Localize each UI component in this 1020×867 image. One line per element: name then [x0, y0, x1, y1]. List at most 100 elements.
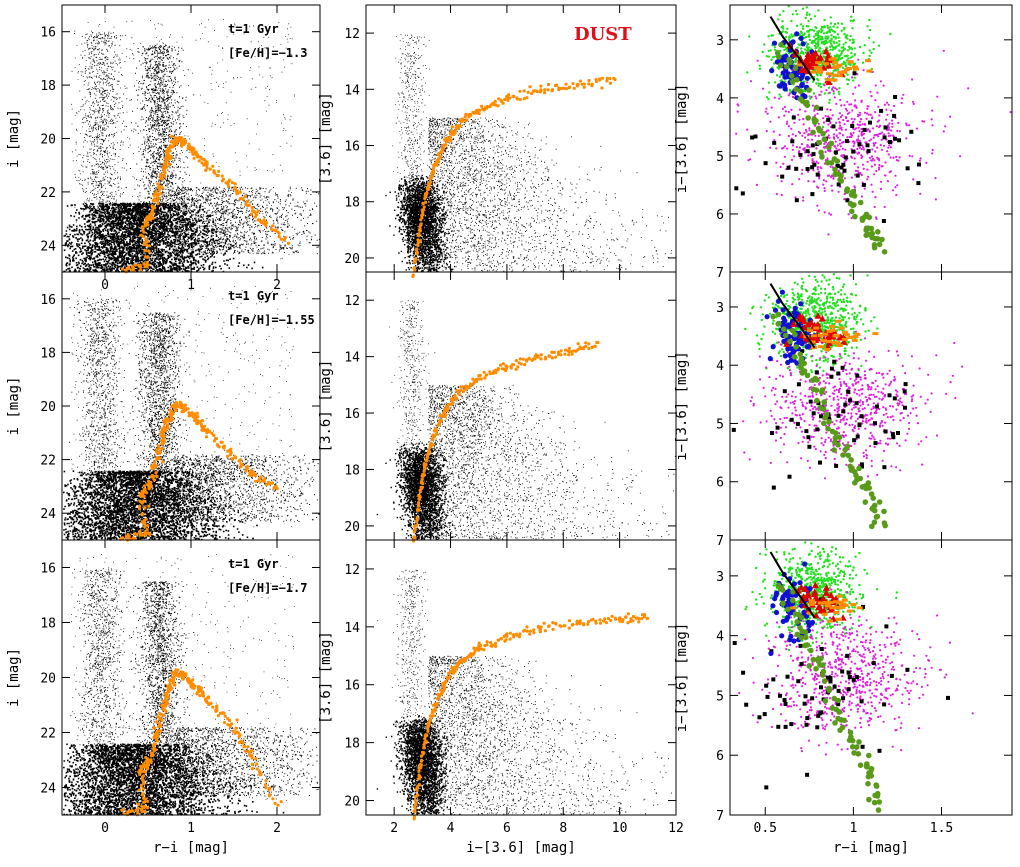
isochrone-point: [553, 83, 558, 88]
isochrone-point: [621, 619, 625, 624]
green-point: [794, 9, 798, 13]
magenta-point: [875, 125, 878, 128]
magenta-point: [814, 447, 817, 451]
magenta-point: [836, 427, 839, 430]
magenta-point: [915, 414, 918, 417]
green-point: [811, 359, 814, 363]
green-point: [825, 279, 828, 282]
green-point: [758, 64, 761, 67]
isochrone-point: [198, 420, 202, 424]
green-point: [807, 35, 810, 38]
green-point: [826, 319, 830, 322]
magenta-point: [847, 412, 850, 415]
black-square: [890, 432, 895, 437]
green-point: [820, 30, 823, 34]
magenta-point: [876, 402, 880, 405]
magenta-point: [765, 420, 768, 423]
green-point: [831, 296, 834, 299]
magenta-point: [779, 426, 783, 429]
magenta-point: [887, 153, 890, 156]
isochrone-point: [275, 487, 279, 491]
magenta-point: [912, 407, 915, 410]
magenta-point: [769, 146, 772, 149]
green-point: [771, 322, 775, 325]
y-tick-label: 18: [40, 617, 56, 632]
isochrone-point: [645, 616, 650, 620]
magenta-point: [931, 109, 934, 112]
magenta-point: [811, 418, 815, 421]
isochrone-point: [614, 617, 618, 621]
isochrone-point: [238, 190, 242, 194]
orange-mark: [825, 340, 832, 344]
magenta-point: [798, 108, 802, 111]
isochrone-point: [176, 672, 180, 676]
green-point: [829, 26, 832, 29]
magenta-point: [816, 168, 819, 171]
magenta-point: [873, 173, 876, 176]
isochrone-point: [411, 274, 415, 278]
olive-point: [871, 244, 878, 251]
magenta-point: [857, 368, 860, 371]
magenta-point: [866, 475, 870, 478]
magenta-point: [807, 395, 810, 398]
green-point: [853, 315, 856, 319]
isochrone-point: [160, 718, 164, 722]
magenta-point: [869, 388, 873, 391]
green-point: [829, 48, 832, 51]
orange-mark: [847, 335, 854, 339]
y-tick-label: 14: [344, 83, 360, 98]
isochrone-point: [215, 709, 219, 713]
black-square: [909, 129, 914, 134]
green-point: [822, 369, 825, 373]
isochrone-point: [522, 89, 526, 93]
green-point: [861, 61, 865, 64]
green-point: [824, 312, 827, 316]
isochrone-point: [146, 255, 150, 259]
isochrone-point: [576, 348, 580, 352]
y-tick-label: 16: [344, 407, 360, 422]
magenta-point: [871, 127, 875, 130]
green-point: [768, 91, 771, 94]
isochrone-point: [525, 625, 529, 629]
magenta-point: [825, 431, 828, 434]
magenta-point: [883, 103, 887, 106]
isochrone-point: [149, 480, 153, 484]
isochrone-point: [141, 228, 145, 232]
isochrone-point: [150, 752, 155, 756]
magenta-point: [848, 111, 851, 114]
magenta-point: [835, 129, 838, 132]
magenta-point: [855, 412, 858, 415]
isochrone-point: [264, 224, 268, 228]
black-square: [740, 191, 745, 196]
green-point: [815, 311, 818, 314]
green-point: [820, 350, 823, 353]
magenta-point: [822, 183, 825, 186]
magenta-point: [850, 367, 854, 370]
magenta-point: [783, 416, 786, 420]
magenta-point: [813, 429, 816, 432]
isochrone-point: [543, 629, 548, 633]
green-point: [823, 18, 826, 22]
isochrone-point: [204, 699, 209, 703]
magenta-point: [905, 124, 908, 127]
isochrone-point: [145, 243, 149, 247]
isochrone-point: [255, 767, 259, 771]
magenta-point: [848, 362, 851, 365]
isochrone-point: [156, 729, 160, 733]
isochrone-point: [227, 185, 231, 189]
magenta-point: [899, 469, 902, 472]
isochrone-point: [127, 265, 131, 269]
green-point: [759, 306, 763, 309]
isochrone-point: [533, 357, 537, 361]
y-tick-label: 24: [40, 239, 56, 254]
olive-point: [849, 208, 855, 215]
green-point: [836, 68, 840, 72]
magenta-point: [852, 144, 855, 148]
green-point: [810, 572, 813, 576]
magenta-point: [876, 385, 879, 388]
isochrone-point: [575, 83, 580, 87]
green-point: [784, 30, 787, 34]
magenta-point: [961, 365, 964, 368]
magenta-point: [788, 92, 791, 95]
green-point: [851, 307, 854, 310]
